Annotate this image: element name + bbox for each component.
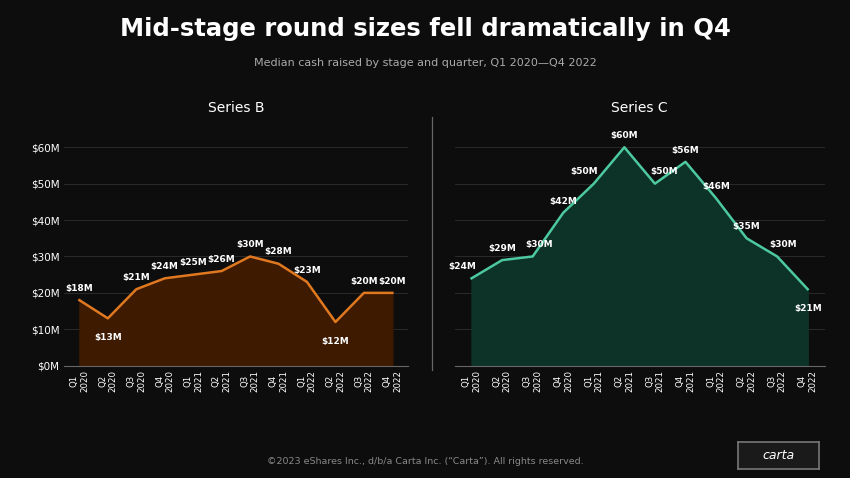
Text: $12M: $12M	[321, 337, 349, 346]
Text: $50M: $50M	[650, 167, 678, 176]
Text: $21M: $21M	[794, 304, 822, 313]
Text: Series C: Series C	[611, 101, 668, 115]
Text: $21M: $21M	[122, 273, 150, 282]
Text: $60M: $60M	[610, 131, 638, 140]
Text: $30M: $30M	[525, 240, 552, 249]
Text: carta: carta	[762, 449, 794, 462]
Text: $50M: $50M	[571, 167, 598, 176]
Text: $30M: $30M	[236, 240, 264, 249]
Text: $28M: $28M	[264, 248, 292, 257]
Text: Median cash raised by stage and quarter, Q1 2020—Q4 2022: Median cash raised by stage and quarter,…	[253, 58, 597, 68]
Text: $46M: $46M	[702, 182, 730, 191]
Text: $23M: $23M	[293, 266, 321, 275]
Text: $18M: $18M	[65, 284, 94, 293]
Text: ©2023 eShares Inc., d/b/a Carta Inc. (“Carta”). All rights reserved.: ©2023 eShares Inc., d/b/a Carta Inc. (“C…	[267, 457, 583, 466]
Text: $30M: $30M	[769, 240, 797, 249]
Text: $56M: $56M	[672, 145, 700, 154]
Text: $29M: $29M	[488, 244, 516, 253]
Text: $25M: $25M	[179, 259, 207, 267]
Text: $20M: $20M	[378, 277, 406, 285]
Text: Mid-stage round sizes fell dramatically in Q4: Mid-stage round sizes fell dramatically …	[120, 17, 730, 41]
Text: $13M: $13M	[94, 333, 122, 342]
Text: $35M: $35M	[733, 222, 761, 231]
Text: Series B: Series B	[207, 101, 264, 115]
Text: $24M: $24M	[449, 262, 476, 271]
Text: $20M: $20M	[350, 277, 377, 285]
Text: $26M: $26M	[207, 255, 235, 264]
Text: $42M: $42M	[549, 196, 577, 206]
Text: $24M: $24M	[150, 262, 178, 271]
